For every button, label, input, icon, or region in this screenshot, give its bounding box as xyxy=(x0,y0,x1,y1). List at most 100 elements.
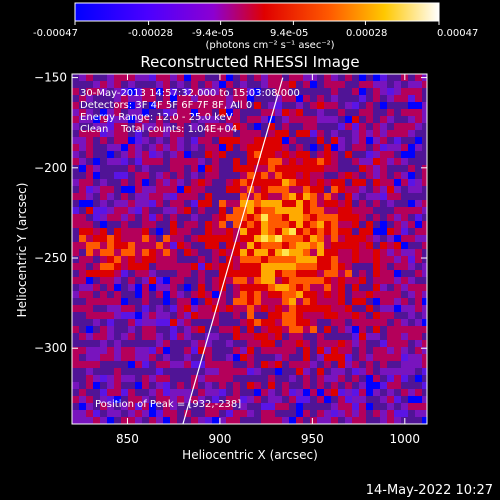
heatmap-cell xyxy=(415,81,423,89)
heatmap-cell xyxy=(156,186,164,194)
heatmap-cell xyxy=(296,207,304,215)
heatmap-cell xyxy=(93,312,101,320)
heatmap-cell xyxy=(352,172,360,180)
heatmap-cell xyxy=(121,375,129,383)
heatmap-cell xyxy=(261,228,269,236)
heatmap-cell xyxy=(373,347,381,355)
heatmap-cell xyxy=(205,116,213,124)
heatmap-cell xyxy=(373,235,381,243)
heatmap-cell xyxy=(72,116,80,124)
heatmap-cell xyxy=(191,109,199,117)
heatmap-cell xyxy=(121,144,129,152)
heatmap-cell xyxy=(121,200,129,208)
heatmap-cell xyxy=(212,242,220,250)
heatmap-cell xyxy=(79,74,87,82)
heatmap-cell xyxy=(86,207,94,215)
heatmap-cell xyxy=(93,109,101,117)
heatmap-cell xyxy=(310,172,318,180)
heatmap-cell xyxy=(324,137,332,145)
heatmap-cell xyxy=(387,88,395,96)
heatmap-cell xyxy=(331,116,339,124)
heatmap-cell xyxy=(401,95,409,103)
heatmap-cell xyxy=(107,102,115,110)
heatmap-cell xyxy=(303,340,311,348)
heatmap-cell xyxy=(233,291,241,299)
heatmap-cell xyxy=(254,102,262,110)
heatmap-cell xyxy=(261,340,269,348)
heatmap-cell xyxy=(142,368,150,376)
heatmap-cell xyxy=(191,137,199,145)
heatmap-cell xyxy=(275,109,283,117)
heatmap-cell xyxy=(128,221,136,229)
heatmap-cell xyxy=(72,410,80,418)
heatmap-cell xyxy=(359,95,367,103)
heatmap-cell xyxy=(261,347,269,355)
heatmap-cell xyxy=(156,417,164,424)
heatmap-cell xyxy=(100,102,108,110)
heatmap-cell xyxy=(338,228,346,236)
heatmap-cell xyxy=(226,319,234,327)
heatmap-cell xyxy=(331,88,339,96)
heatmap-cell xyxy=(324,172,332,180)
heatmap-cell xyxy=(86,249,94,257)
heatmap-cell xyxy=(156,291,164,299)
heatmap-cell xyxy=(177,270,185,278)
heatmap-cell xyxy=(135,277,143,285)
heatmap-cell xyxy=(275,375,283,383)
heatmap-cell xyxy=(170,158,178,166)
heatmap-cell xyxy=(114,396,122,404)
heatmap-cell xyxy=(373,270,381,278)
heatmap-cell xyxy=(247,368,255,376)
heatmap-cell xyxy=(233,396,241,404)
heatmap-cell xyxy=(289,81,297,89)
heatmap-cell xyxy=(156,270,164,278)
heatmap-cell xyxy=(310,382,318,390)
heatmap-cell xyxy=(408,186,416,194)
heatmap-cell xyxy=(268,214,276,222)
heatmap-cell xyxy=(366,347,374,355)
heatmap-cell xyxy=(191,375,199,383)
heatmap-cell xyxy=(233,410,241,418)
heatmap-cell xyxy=(338,291,346,299)
heatmap-cell xyxy=(170,298,178,306)
heatmap-cell xyxy=(317,340,325,348)
heatmap-cell xyxy=(261,130,269,138)
heatmap-cell xyxy=(331,102,339,110)
heatmap-cell xyxy=(128,74,136,82)
heatmap-cell xyxy=(149,109,157,117)
heatmap-cell xyxy=(233,263,241,271)
heatmap-cell xyxy=(303,277,311,285)
heatmap-cell xyxy=(156,256,164,264)
heatmap-cell xyxy=(324,333,332,341)
heatmap-cell xyxy=(380,340,388,348)
heatmap-cell xyxy=(177,333,185,341)
heatmap-cell xyxy=(324,242,332,250)
heatmap-cell xyxy=(310,214,318,222)
heatmap-cell xyxy=(170,130,178,138)
heatmap-cell xyxy=(338,375,346,383)
heatmap-cell xyxy=(170,172,178,180)
heatmap-cell xyxy=(345,74,353,82)
heatmap-cell xyxy=(261,109,269,117)
heatmap-cell xyxy=(191,389,199,397)
heatmap-cell xyxy=(205,368,213,376)
heatmap-cell xyxy=(345,207,353,215)
heatmap-cell xyxy=(93,200,101,208)
heatmap-cell xyxy=(296,144,304,152)
heatmap-cell xyxy=(268,221,276,229)
heatmap-cell xyxy=(226,179,234,187)
heatmap-cell xyxy=(422,263,427,271)
heatmap-cell xyxy=(149,312,157,320)
heatmap-cell xyxy=(408,193,416,201)
heatmap-cell xyxy=(135,389,143,397)
heatmap-cell xyxy=(324,144,332,152)
heatmap-cell xyxy=(170,333,178,341)
heatmap-cell xyxy=(394,193,402,201)
heatmap-cell xyxy=(296,333,304,341)
heatmap-cell xyxy=(401,81,409,89)
heatmap-cell xyxy=(303,109,311,117)
heatmap-cell xyxy=(352,368,360,376)
heatmap-cell xyxy=(282,116,290,124)
heatmap-cell xyxy=(93,221,101,229)
heatmap-cell xyxy=(107,221,115,229)
